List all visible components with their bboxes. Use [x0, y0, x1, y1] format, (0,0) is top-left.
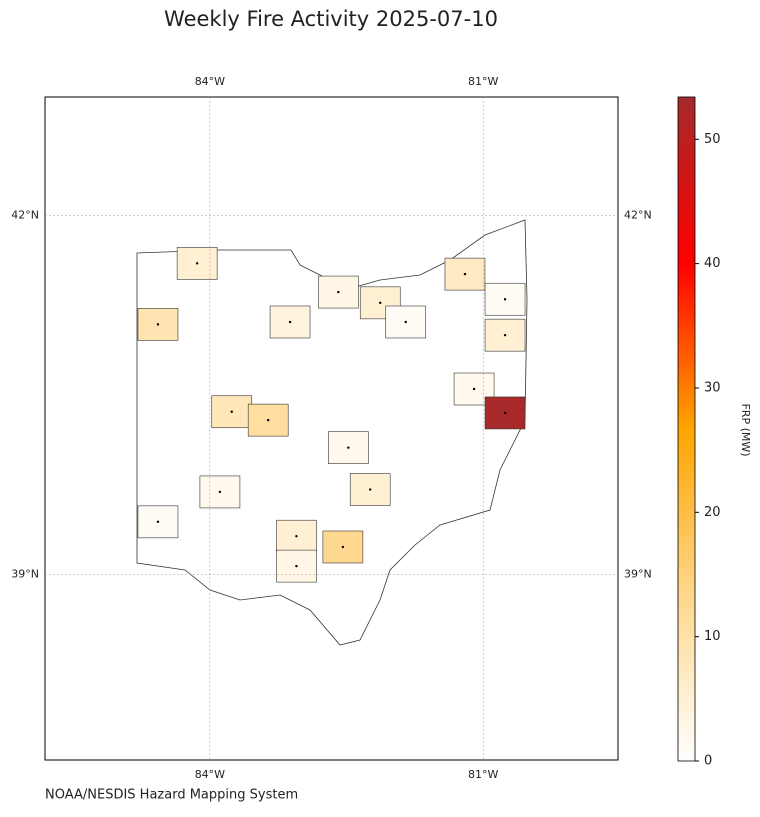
fire-point [503, 298, 507, 301]
fire-point [288, 320, 292, 324]
colorbar-tick-label: 50 [704, 132, 721, 147]
fire-layer [137, 247, 526, 583]
colorbar-tick-label: 10 [704, 629, 721, 644]
fire-point [195, 262, 199, 265]
fire-point [337, 290, 340, 294]
fire-point [230, 410, 233, 413]
fire-point [404, 320, 407, 324]
y-tick-label: 39°N [11, 568, 39, 581]
y-tick-label: 39°N [624, 568, 652, 581]
colorbar [677, 96, 696, 762]
colorbar-tick-label: 20 [704, 505, 721, 520]
colorbar-tick-label: 0 [704, 754, 712, 769]
fire-point [218, 490, 222, 494]
x-tick-label: 84°W [195, 75, 225, 88]
fire-point [266, 418, 270, 422]
colorbar-tick-label: 30 [704, 380, 721, 395]
fire-point [347, 446, 350, 449]
fire-point [472, 387, 476, 391]
fire-point [156, 520, 160, 524]
fire-point [295, 564, 298, 568]
fire-point [341, 545, 345, 549]
fire-point [156, 323, 160, 326]
fire-point [503, 333, 507, 337]
colorbar-label: FRP (MW) [739, 403, 752, 456]
fire-area [484, 282, 526, 316]
fire-point [295, 535, 298, 538]
fire-point [463, 272, 467, 276]
x-tick-label: 84°W [195, 768, 225, 781]
colorbar-tick-label: 40 [704, 256, 721, 271]
x-tick-label: 81°W [468, 768, 498, 781]
source-note: NOAA/NESDIS Hazard Mapping System [45, 788, 298, 803]
fire-point [379, 301, 382, 305]
chart-title: Weekly Fire Activity 2025-07-10 [164, 7, 498, 31]
y-tick-label: 42°N [624, 208, 652, 221]
fire-point [369, 488, 372, 491]
x-tick-label: 81°W [468, 75, 498, 88]
y-tick-label: 42°N [11, 208, 39, 221]
fire-point [503, 411, 507, 415]
fire-area [137, 308, 179, 341]
